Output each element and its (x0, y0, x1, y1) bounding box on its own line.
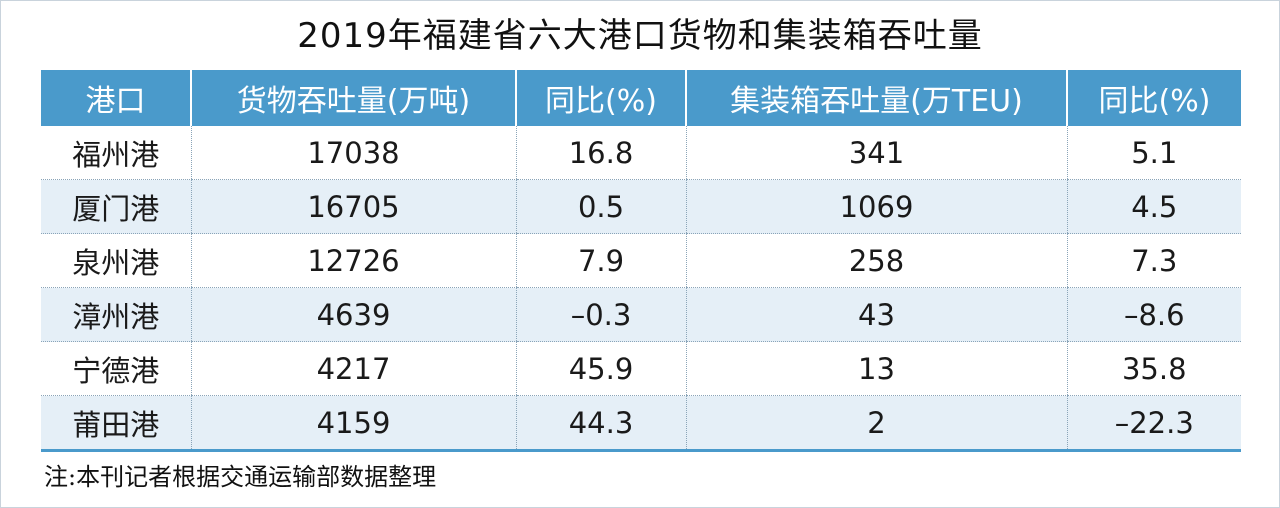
table-row: 厦门港 16705 0.5 1069 4.5 (41, 179, 1241, 234)
cell-container: 43 (685, 287, 1067, 342)
cell-cargo-yoy: 45.9 (515, 341, 686, 396)
cell-container-yoy: –22.3 (1066, 395, 1241, 452)
cell-container-yoy: 5.1 (1066, 126, 1241, 180)
page-title: 2019年福建省六大港口货物和集装箱吞吐量 (297, 16, 983, 56)
cell-cargo-yoy: 0.5 (515, 179, 686, 234)
cell-container-yoy: –8.6 (1066, 287, 1241, 342)
cell-container: 2 (685, 395, 1067, 452)
cell-cargo: 12726 (190, 233, 516, 288)
cell-container: 13 (685, 341, 1067, 396)
table-row: 宁德港 4217 45.9 13 35.8 (41, 341, 1241, 396)
cell-cargo-yoy: –0.3 (515, 287, 686, 342)
cell-container: 258 (685, 233, 1067, 288)
cell-cargo: 4159 (190, 395, 516, 452)
cell-port: 宁德港 (41, 341, 191, 396)
table-header-row: 港口 货物吞吐量(万吨) 同比(%) 集装箱吞吐量(万TEU) 同比(%) (41, 70, 1241, 126)
cell-port: 漳州港 (41, 287, 191, 342)
table-row: 福州港 17038 16.8 341 5.1 (41, 126, 1241, 180)
table-row: 泉州港 12726 7.9 258 7.3 (41, 233, 1241, 288)
cell-cargo: 16705 (190, 179, 516, 234)
cell-port: 莆田港 (41, 395, 191, 452)
cell-port: 泉州港 (41, 233, 191, 288)
cell-container: 1069 (685, 179, 1067, 234)
cell-container-yoy: 35.8 (1066, 341, 1241, 396)
table-row: 莆田港 4159 44.3 2 –22.3 (41, 395, 1241, 452)
cell-container: 341 (685, 126, 1067, 180)
header-port: 港口 (41, 70, 191, 126)
cell-port: 福州港 (41, 126, 191, 180)
header-cargo-yoy: 同比(%) (515, 70, 686, 126)
cell-cargo: 4639 (190, 287, 516, 342)
port-throughput-table: 港口 货物吞吐量(万吨) 同比(%) 集装箱吞吐量(万TEU) 同比(%) 福州… (41, 70, 1241, 452)
cell-cargo: 4217 (190, 341, 516, 396)
cell-cargo-yoy: 7.9 (515, 233, 686, 288)
cell-cargo: 17038 (190, 126, 516, 180)
header-cargo-throughput: 货物吞吐量(万吨) (190, 70, 516, 126)
header-container-throughput: 集装箱吞吐量(万TEU) (685, 70, 1067, 126)
table-row: 漳州港 4639 –0.3 43 –8.6 (41, 287, 1241, 342)
cell-container-yoy: 7.3 (1066, 233, 1241, 288)
source-note: 注:本刊记者根据交通运输部数据整理 (44, 463, 437, 491)
cell-port: 厦门港 (41, 179, 191, 234)
cell-cargo-yoy: 44.3 (515, 395, 686, 452)
header-container-yoy: 同比(%) (1066, 70, 1241, 126)
cell-container-yoy: 4.5 (1066, 179, 1241, 234)
cell-cargo-yoy: 16.8 (515, 126, 686, 180)
